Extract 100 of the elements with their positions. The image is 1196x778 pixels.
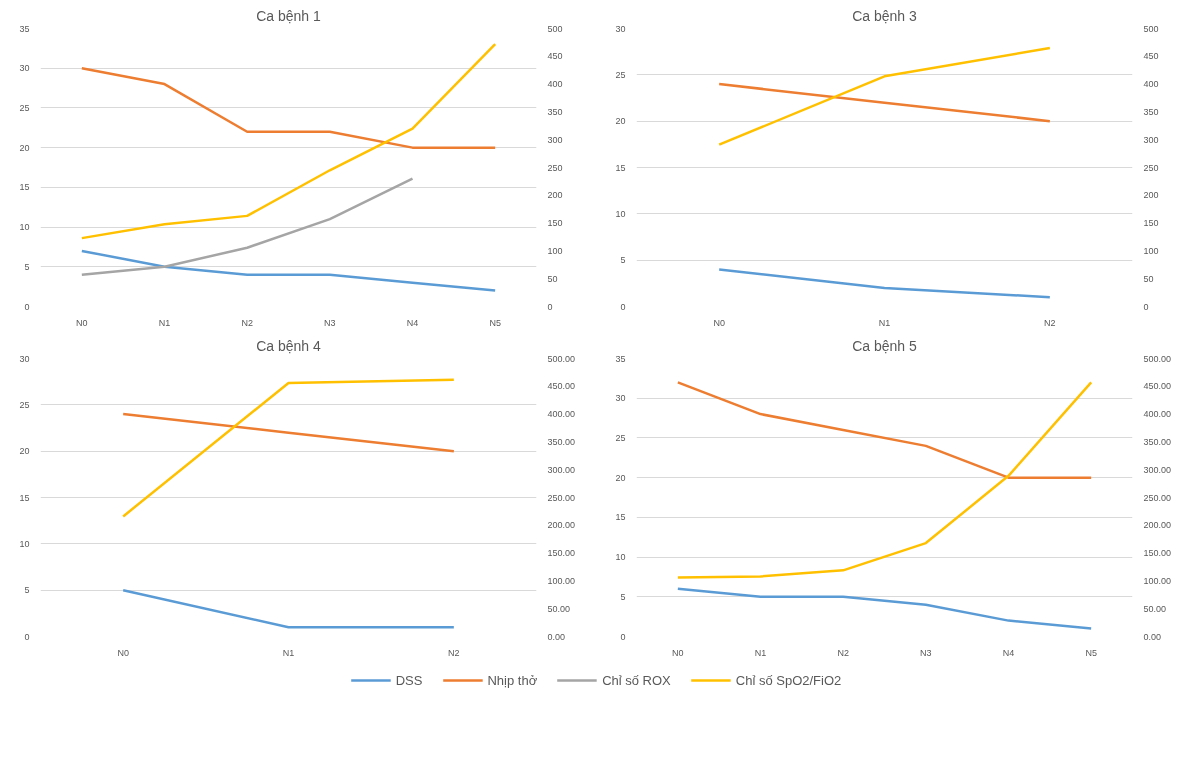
y2-tick-label: 100.00 bbox=[547, 575, 576, 586]
y2-tick-label: 150 bbox=[547, 218, 563, 229]
legend-label: Chỉ số SpO2/FiO2 bbox=[735, 672, 842, 688]
y2-tick-label: 50.00 bbox=[547, 603, 571, 614]
x-tick-label: N3 bbox=[920, 647, 932, 658]
y2-tick-label: 250.00 bbox=[547, 492, 576, 503]
y2-tick-label: 150.00 bbox=[547, 548, 576, 559]
x-tick-label: N0 bbox=[672, 647, 684, 658]
y2-tick-label: 100 bbox=[547, 245, 563, 256]
x-tick-label: N4 bbox=[1002, 647, 1015, 658]
y2-tick-label: 200 bbox=[1143, 190, 1159, 201]
legend-label: DSS bbox=[395, 672, 423, 688]
y2-tick-label: 300 bbox=[547, 134, 563, 145]
y2-tick-label: 300.00 bbox=[1143, 464, 1172, 475]
y2-tick-label: 400.00 bbox=[547, 409, 576, 420]
y-tick-label: 5 bbox=[620, 591, 626, 602]
y2-tick-label: 250 bbox=[1143, 162, 1159, 173]
y-tick-label: 15 bbox=[615, 512, 626, 523]
y2-tick-label: 200 bbox=[547, 190, 563, 201]
legend-label: Nhịp thở bbox=[487, 672, 538, 688]
y2-tick-label: 350.00 bbox=[547, 436, 576, 447]
chart-title: Ca bệnh 5 bbox=[852, 337, 918, 354]
x-tick-label: N1 bbox=[754, 647, 767, 658]
x-tick-label: N5 bbox=[489, 317, 501, 328]
y-tick-label: 30 bbox=[615, 393, 626, 404]
y-tick-label: 15 bbox=[19, 492, 30, 503]
y-tick-label: 10 bbox=[615, 552, 626, 563]
y2-tick-label: 500 bbox=[547, 23, 563, 34]
y2-tick-label: 400.00 bbox=[1143, 409, 1172, 420]
x-tick-label: N2 bbox=[448, 647, 460, 658]
y2-tick-label: 500.00 bbox=[1143, 353, 1172, 364]
x-tick-label: N2 bbox=[837, 647, 849, 658]
y-tick-label: 10 bbox=[19, 538, 30, 549]
chart-title: Ca bệnh 3 bbox=[852, 7, 918, 24]
x-tick-label: N2 bbox=[241, 317, 253, 328]
y-tick-label: 0 bbox=[24, 301, 30, 312]
y2-tick-label: 450 bbox=[1143, 51, 1159, 62]
legend-label: Chỉ số ROX bbox=[602, 672, 671, 688]
y-tick-label: 20 bbox=[615, 116, 626, 127]
y2-tick-label: 450.00 bbox=[1143, 381, 1172, 392]
y-tick-label: 15 bbox=[615, 162, 626, 173]
y-tick-label: 35 bbox=[615, 353, 626, 364]
y2-tick-label: 100.00 bbox=[1143, 575, 1172, 586]
y2-tick-label: 250 bbox=[547, 162, 563, 173]
y-tick-label: 35 bbox=[19, 23, 30, 34]
x-tick-label: N1 bbox=[878, 317, 891, 328]
y2-tick-label: 50 bbox=[1143, 273, 1154, 284]
y2-tick-label: 0.00 bbox=[1143, 631, 1162, 642]
y2-tick-label: 450.00 bbox=[547, 381, 576, 392]
x-tick-label: N5 bbox=[1085, 647, 1097, 658]
x-tick-label: N1 bbox=[282, 647, 295, 658]
y2-tick-label: 450 bbox=[547, 51, 563, 62]
y-tick-label: 15 bbox=[19, 182, 30, 193]
y-tick-label: 20 bbox=[615, 472, 626, 483]
y2-tick-label: 100 bbox=[1143, 245, 1159, 256]
x-tick-label: N0 bbox=[117, 647, 129, 658]
y2-tick-label: 500 bbox=[1143, 23, 1159, 34]
y2-tick-label: 300.00 bbox=[547, 464, 576, 475]
y2-tick-label: 350 bbox=[547, 106, 563, 117]
y-tick-label: 0 bbox=[620, 301, 626, 312]
x-tick-label: N0 bbox=[713, 317, 725, 328]
y-tick-label: 0 bbox=[620, 631, 626, 642]
y-tick-label: 30 bbox=[19, 353, 30, 364]
y-tick-label: 25 bbox=[19, 102, 30, 113]
y2-tick-label: 400 bbox=[1143, 79, 1159, 90]
y-tick-label: 20 bbox=[19, 142, 30, 153]
y2-tick-label: 0.00 bbox=[547, 631, 566, 642]
y2-tick-label: 200.00 bbox=[1143, 520, 1172, 531]
y2-tick-label: 300 bbox=[1143, 134, 1159, 145]
y2-tick-label: 250.00 bbox=[1143, 492, 1172, 503]
chart-title: Ca bệnh 1 bbox=[256, 7, 322, 24]
y-tick-label: 0 bbox=[24, 631, 30, 642]
y2-tick-label: 350 bbox=[1143, 106, 1159, 117]
x-tick-label: N4 bbox=[406, 317, 419, 328]
y2-tick-label: 50 bbox=[547, 273, 558, 284]
x-tick-label: N2 bbox=[1044, 317, 1056, 328]
y2-tick-label: 350.00 bbox=[1143, 436, 1172, 447]
y2-tick-label: 150 bbox=[1143, 218, 1159, 229]
y-tick-label: 5 bbox=[24, 261, 30, 272]
y-tick-label: 25 bbox=[615, 432, 626, 443]
x-tick-label: N0 bbox=[76, 317, 88, 328]
y-tick-label: 5 bbox=[620, 255, 626, 266]
y2-tick-label: 0 bbox=[1143, 301, 1149, 312]
chart-title: Ca bệnh 4 bbox=[256, 337, 322, 354]
y-tick-label: 20 bbox=[19, 446, 30, 457]
x-tick-label: N1 bbox=[158, 317, 171, 328]
x-tick-label: N3 bbox=[324, 317, 336, 328]
y2-tick-label: 400 bbox=[547, 79, 563, 90]
y-tick-label: 10 bbox=[19, 222, 30, 233]
y2-tick-label: 500.00 bbox=[547, 353, 576, 364]
y-tick-label: 25 bbox=[19, 399, 30, 410]
y2-tick-label: 200.00 bbox=[547, 520, 576, 531]
y2-tick-label: 0 bbox=[547, 301, 553, 312]
y2-tick-label: 150.00 bbox=[1143, 548, 1172, 559]
y-tick-label: 5 bbox=[24, 585, 30, 596]
y-tick-label: 30 bbox=[615, 23, 626, 34]
y-tick-label: 10 bbox=[615, 208, 626, 219]
y-tick-label: 25 bbox=[615, 69, 626, 80]
y2-tick-label: 50.00 bbox=[1143, 603, 1167, 614]
y-tick-label: 30 bbox=[19, 63, 30, 74]
